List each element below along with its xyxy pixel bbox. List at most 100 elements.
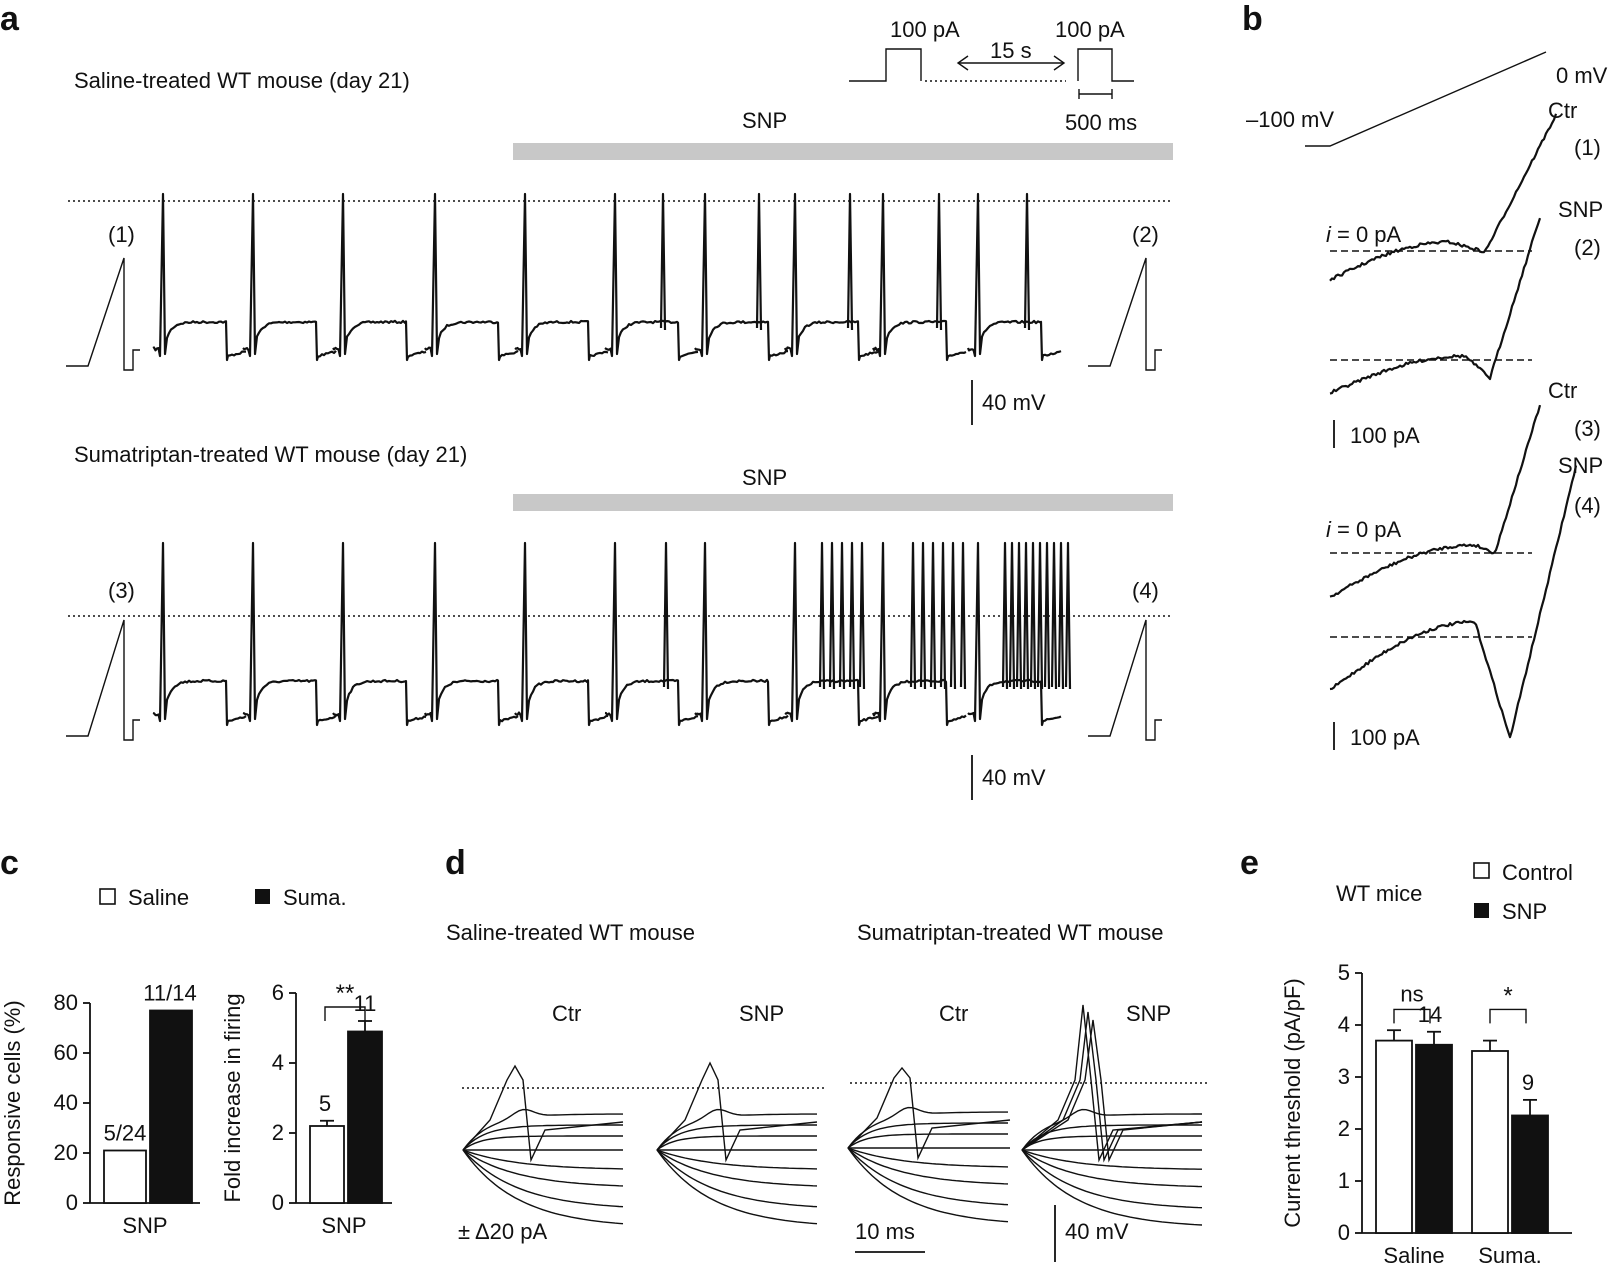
spike-trace bbox=[1021, 1011, 1203, 1163]
bar-control bbox=[1375, 1039, 1413, 1234]
bar-snp bbox=[1415, 1043, 1453, 1234]
b-label-n2: (2) bbox=[1574, 235, 1601, 260]
ramp-line bbox=[1088, 619, 1162, 741]
chart-fold-increase: 0 2 4 6 Fold increase in firing SNP 5 11** bbox=[220, 980, 392, 1238]
y-tick-label: 0 bbox=[272, 1190, 284, 1215]
d-traces-suma-ctr bbox=[847, 1066, 1011, 1223]
legend-swatch-saline bbox=[99, 888, 116, 905]
ramp-trace-1 bbox=[66, 257, 140, 371]
b-label-snp4: SNP bbox=[1558, 453, 1603, 478]
panel-a-bottom-title: Sumatriptan-treated WT mouse (day 21) bbox=[74, 442, 467, 467]
y-tick-label: 3 bbox=[1338, 1064, 1350, 1089]
depolarizing-trace bbox=[656, 1135, 817, 1151]
extra-spike bbox=[846, 192, 854, 331]
d-traces-suma-snp bbox=[1021, 1004, 1203, 1226]
step-response bbox=[966, 192, 1062, 362]
current-trace-snp4 bbox=[1329, 465, 1578, 739]
ramp-trace-4 bbox=[1088, 619, 1162, 741]
y-tick-label: 4 bbox=[272, 1050, 284, 1075]
depolarizing-trace bbox=[1021, 1124, 1202, 1151]
y-tick-label: 4 bbox=[1338, 1012, 1350, 1037]
i-zero-label-2: i = 0 pA bbox=[1326, 517, 1402, 542]
marker-2: (2) bbox=[1132, 222, 1159, 247]
step-response bbox=[152, 541, 247, 727]
extra-spike bbox=[828, 541, 836, 690]
y-tick-label: 20 bbox=[54, 1140, 78, 1165]
extra-spike bbox=[755, 192, 763, 331]
y-tick-label: 6 bbox=[272, 980, 284, 1005]
chart-current-threshold: 0 1 2 3 4 5 Current threshold (pA/pF) Saline Sum… bbox=[1280, 960, 1572, 1264]
y-axis-label: Fold increase in firing bbox=[220, 993, 245, 1202]
marker-1: (1) bbox=[108, 222, 135, 247]
extra-spike bbox=[909, 541, 917, 690]
extra-spike bbox=[1022, 541, 1030, 690]
hyperpolarizing-trace bbox=[656, 1149, 818, 1187]
y-tick-label: 60 bbox=[54, 1040, 78, 1065]
d-time-scale-label: 10 ms bbox=[855, 1219, 915, 1244]
legend-label-snp: SNP bbox=[1502, 899, 1547, 924]
bar-saline bbox=[103, 1149, 147, 1204]
step-response bbox=[604, 541, 699, 727]
protocol-interval: 15 s bbox=[990, 38, 1032, 63]
extra-spike bbox=[1008, 541, 1016, 690]
b-label-n1: (1) bbox=[1574, 135, 1601, 160]
hyperpolarizing-trace bbox=[847, 1147, 1009, 1206]
d-sub-3: Ctr bbox=[939, 1001, 968, 1026]
d-stim-label: ± Δ20 pA bbox=[458, 1219, 547, 1244]
d-title-right: Sumatriptan-treated WT mouse bbox=[857, 920, 1164, 945]
bar-saline bbox=[309, 1125, 345, 1204]
step-response bbox=[604, 192, 699, 362]
extra-spike bbox=[959, 541, 967, 690]
y-tick-label: 80 bbox=[54, 990, 78, 1015]
b-label-n3: (3) bbox=[1574, 416, 1601, 441]
y-axis-label: Responsive cells (%) bbox=[0, 1000, 25, 1205]
hyperpolarizing-trace bbox=[656, 1149, 818, 1225]
significance-label-saline: ns bbox=[1400, 981, 1423, 1006]
ramp-bottom-voltage: –100 mV bbox=[1246, 107, 1334, 132]
d-volt-scale-label: 40 mV bbox=[1065, 1219, 1129, 1244]
voltage-ramp-command bbox=[1305, 51, 1547, 147]
depolarizing-trace bbox=[462, 1135, 623, 1151]
spike-trace bbox=[1021, 1019, 1203, 1163]
step-response bbox=[424, 192, 519, 362]
extra-spike bbox=[662, 541, 670, 690]
y-tick-label: 2 bbox=[1338, 1116, 1350, 1141]
extra-spike bbox=[1001, 541, 1009, 690]
panel-label-b: b bbox=[1242, 0, 1263, 38]
depolarizing-trace bbox=[847, 1106, 1008, 1149]
hyperpolarizing-trace bbox=[462, 1149, 624, 1225]
extra-spike bbox=[1043, 541, 1051, 690]
hyperpolarizing-trace bbox=[847, 1147, 1009, 1223]
panel-a-top-title: Saline-treated WT mouse (day 21) bbox=[74, 68, 410, 93]
spike-trace bbox=[1021, 1004, 1203, 1163]
b-label-ctr3: Ctr bbox=[1548, 378, 1577, 403]
snp-application-bar-bottom bbox=[513, 494, 1173, 511]
spike-trace bbox=[847, 1066, 1011, 1161]
d-traces-saline-snp bbox=[656, 1061, 818, 1225]
data-label-saline-n: 5 bbox=[319, 1091, 331, 1116]
hyperpolarizing-trace bbox=[1021, 1149, 1203, 1188]
extra-spike bbox=[939, 541, 947, 690]
current-trace-ctr3 bbox=[1329, 404, 1542, 598]
significance-bracket-saline bbox=[1393, 1008, 1431, 1024]
current-trace-ctr1 bbox=[1329, 113, 1558, 282]
step-response bbox=[152, 192, 247, 362]
d-traces-saline-ctr bbox=[462, 1064, 624, 1225]
bar-suma bbox=[347, 1030, 383, 1204]
scale-label-bottom: 40 mV bbox=[982, 765, 1046, 790]
extra-spike bbox=[1015, 541, 1023, 690]
bar-snp bbox=[1511, 1114, 1549, 1234]
hyperpolarizing-trace bbox=[847, 1147, 1009, 1168]
step-response bbox=[784, 541, 879, 727]
ramp-line bbox=[66, 257, 140, 371]
x-category-label: Saline bbox=[1383, 1243, 1444, 1264]
extra-spike bbox=[1064, 541, 1072, 690]
step-response bbox=[332, 192, 427, 362]
d-sub-2: SNP bbox=[739, 1001, 784, 1026]
extra-spike bbox=[1023, 192, 1031, 331]
step-response bbox=[783, 192, 879, 362]
snp-application-bar-top bbox=[513, 143, 1173, 160]
step-response bbox=[694, 192, 789, 362]
panel-label-e: e bbox=[1240, 844, 1259, 882]
